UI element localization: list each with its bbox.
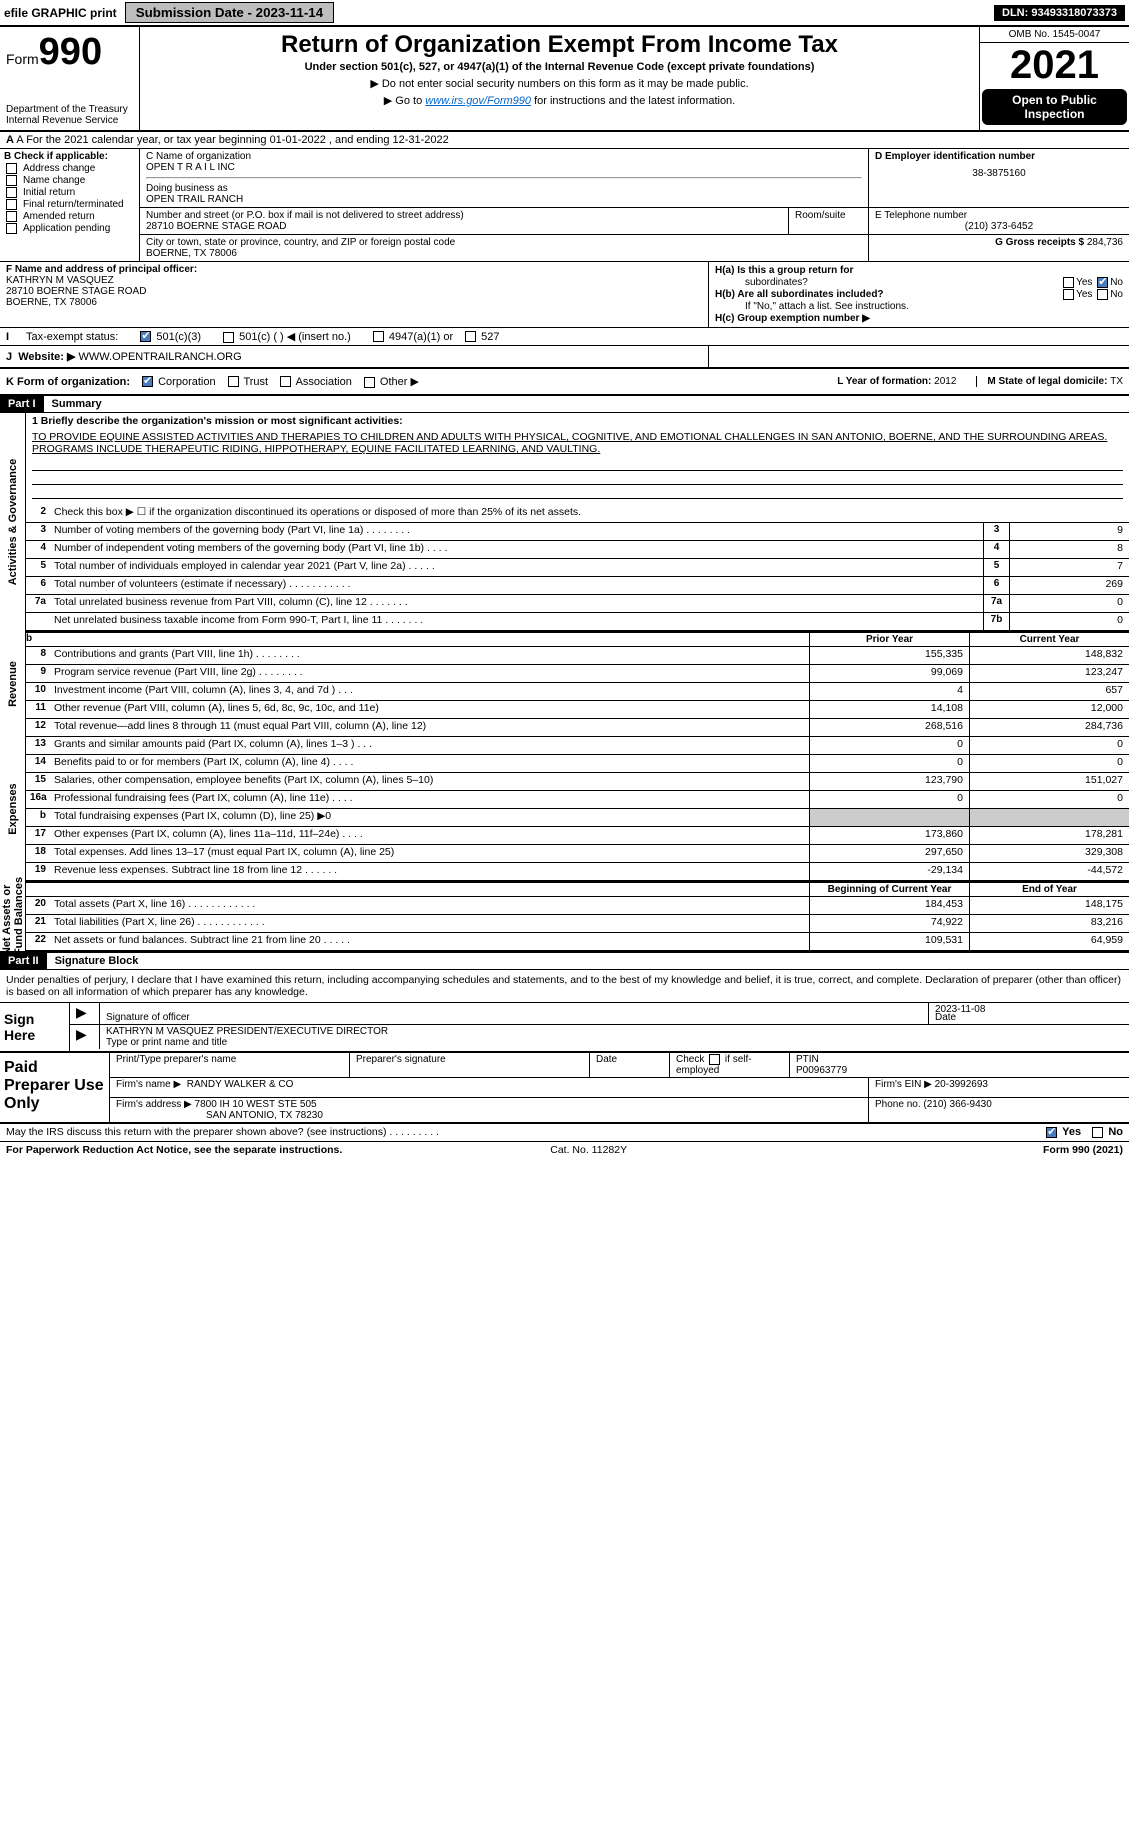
chk-other[interactable]	[364, 377, 375, 388]
note-link: ▶ Go to www.irs.gov/Form990 for instruct…	[148, 94, 971, 107]
sign-here-block: Sign Here ▶ Signature of officer 2023-11…	[0, 1002, 1129, 1051]
part1-header: Part I Summary	[0, 396, 1129, 413]
header-mid: Return of Organization Exempt From Incom…	[140, 27, 979, 130]
chk-amended[interactable]	[6, 211, 17, 222]
row-i: I Tax-exempt status: 501(c)(3) 501(c) ( …	[0, 328, 1129, 346]
irs-label: Internal Revenue Service	[6, 115, 133, 126]
row-k: K Form of organization: Corporation Trus…	[0, 369, 1129, 396]
chk-discuss-no[interactable]	[1092, 1127, 1103, 1138]
vtab-netassets: Net Assets orFund Balances	[0, 881, 26, 951]
expense-line: 18Total expenses. Add lines 13–17 (must …	[26, 845, 1129, 863]
website-value: WWW.OPENTRAILRANCH.ORG	[78, 351, 241, 363]
mission-text: TO PROVIDE EQUINE ASSISTED ACTIVITIES AN…	[26, 429, 1129, 457]
expense-line: bTotal fundraising expenses (Part IX, co…	[26, 809, 1129, 827]
form-subtitle: Under section 501(c), 527, or 4947(a)(1)…	[148, 61, 971, 73]
expense-line: 15Salaries, other compensation, employee…	[26, 773, 1129, 791]
revenue-line: 10Investment income (Part VIII, column (…	[26, 683, 1129, 701]
form-word: Form	[6, 51, 39, 67]
expense-line: 13Grants and similar amounts paid (Part …	[26, 737, 1129, 755]
chk-ha-yes[interactable]	[1063, 277, 1074, 288]
col-f: F Name and address of principal officer:…	[0, 262, 709, 327]
gov-line: 4Number of independent voting members of…	[26, 541, 1129, 559]
revenue-line: 11Other revenue (Part VIII, column (A), …	[26, 701, 1129, 719]
chk-application-pending[interactable]	[6, 223, 17, 234]
netassets-line: 22Net assets or fund balances. Subtract …	[26, 933, 1129, 951]
chk-corp[interactable]	[142, 376, 153, 387]
gov-line: 3Number of voting members of the governi…	[26, 523, 1129, 541]
topbar: efile GRAPHIC print Submission Date - 20…	[0, 0, 1129, 25]
chk-ha-no[interactable]	[1097, 277, 1108, 288]
omb-label: OMB No. 1545-0047	[980, 27, 1129, 43]
header-left: Form990 Department of the Treasury Inter…	[0, 27, 140, 130]
gov-line: 5Total number of individuals employed in…	[26, 559, 1129, 577]
row-a: A A For the 2021 calendar year, or tax y…	[0, 132, 1129, 149]
vtab-governance: Activities & Governance	[0, 413, 26, 631]
expense-line: 14Benefits paid to or for members (Part …	[26, 755, 1129, 773]
block-fh: F Name and address of principal officer:…	[0, 262, 1129, 328]
chk-hb-no[interactable]	[1097, 289, 1108, 300]
irs-link[interactable]: www.irs.gov/Form990	[425, 95, 531, 107]
note-ssn: ▶ Do not enter social security numbers o…	[148, 77, 971, 90]
discuss-row: May the IRS discuss this return with the…	[0, 1124, 1129, 1142]
revenue-line: 9Program service revenue (Part VIII, lin…	[26, 665, 1129, 683]
chk-name-change[interactable]	[6, 175, 17, 186]
form-header: Form990 Department of the Treasury Inter…	[0, 27, 1129, 132]
ein-block: D Employer identification number 38-3875…	[869, 149, 1129, 207]
netassets-section: Net Assets orFund Balances Beginning of …	[0, 881, 1129, 951]
expense-line: 16aProfessional fundraising fees (Part I…	[26, 791, 1129, 809]
chk-4947[interactable]	[373, 331, 384, 342]
col-cde: C Name of organization OPEN T R A I L IN…	[140, 149, 1129, 261]
phone-block: E Telephone number (210) 373-6452	[869, 208, 1129, 234]
block-bcdeg: B Check if applicable: Address change Na…	[0, 149, 1129, 262]
expense-line: 19Revenue less expenses. Subtract line 1…	[26, 863, 1129, 881]
expenses-section: Expenses 13Grants and similar amounts pa…	[0, 737, 1129, 881]
chk-initial-return[interactable]	[6, 187, 17, 198]
gross-receipts-block: G Gross receipts $ 284,736	[869, 235, 1129, 261]
chk-527[interactable]	[465, 331, 476, 342]
efile-label: efile GRAPHIC print	[4, 6, 117, 20]
paid-preparer-block: Paid Preparer Use Only Print/Type prepar…	[0, 1051, 1129, 1124]
col-h: H(a) Is this a group return for subordin…	[709, 262, 1129, 327]
dln-label: DLN: 93493318073373	[994, 5, 1125, 21]
vtab-expenses: Expenses	[0, 737, 26, 881]
chk-address-change[interactable]	[6, 163, 17, 174]
gov-line: 6Total number of volunteers (estimate if…	[26, 577, 1129, 595]
row-j: J Website: ▶ WWW.OPENTRAILRANCH.ORG	[0, 346, 1129, 369]
expense-line: 17Other expenses (Part IX, column (A), l…	[26, 827, 1129, 845]
chk-trust[interactable]	[228, 376, 239, 387]
form-number: 990	[39, 31, 102, 73]
revenue-line: 12Total revenue—add lines 8 through 11 (…	[26, 719, 1129, 737]
chk-discuss-yes[interactable]	[1046, 1127, 1057, 1138]
name-block: C Name of organization OPEN T R A I L IN…	[140, 149, 869, 207]
open-inspection-badge: Open to Public Inspection	[982, 89, 1127, 125]
penalty-text: Under penalties of perjury, I declare th…	[0, 970, 1129, 1002]
summary: Activities & Governance 1 Briefly descri…	[0, 413, 1129, 631]
room-block: Room/suite	[789, 208, 869, 234]
submission-date-button[interactable]: Submission Date - 2023-11-14	[125, 2, 334, 23]
vtab-revenue: Revenue	[0, 631, 26, 737]
form-title: Return of Organization Exempt From Incom…	[148, 31, 971, 59]
netassets-line: 20Total assets (Part X, line 16) . . . .…	[26, 897, 1129, 915]
chk-501c3[interactable]	[140, 331, 151, 342]
chk-self-employed[interactable]	[709, 1054, 720, 1065]
chk-assoc[interactable]	[280, 376, 291, 387]
revenue-line: 8Contributions and grants (Part VIII, li…	[26, 647, 1129, 665]
city-block: City or town, state or province, country…	[140, 235, 869, 261]
gov-line: 7aTotal unrelated business revenue from …	[26, 595, 1129, 613]
revenue-section: Revenue b Prior Year Current Year 8Contr…	[0, 631, 1129, 737]
gov-line: Net unrelated business taxable income fr…	[26, 613, 1129, 631]
col-b: B Check if applicable: Address change Na…	[0, 149, 140, 261]
chk-hb-yes[interactable]	[1063, 289, 1074, 300]
dept-label: Department of the Treasury	[6, 104, 133, 115]
footer: For Paperwork Reduction Act Notice, see …	[0, 1142, 1129, 1158]
netassets-line: 21Total liabilities (Part X, line 26) . …	[26, 915, 1129, 933]
tax-year: 2021	[980, 43, 1129, 87]
street-block: Number and street (or P.O. box if mail i…	[140, 208, 789, 234]
header-right: OMB No. 1545-0047 2021 Open to Public In…	[979, 27, 1129, 130]
chk-final-return[interactable]	[6, 199, 17, 210]
chk-501c[interactable]	[223, 332, 234, 343]
part2-header: Part II Signature Block	[0, 951, 1129, 970]
